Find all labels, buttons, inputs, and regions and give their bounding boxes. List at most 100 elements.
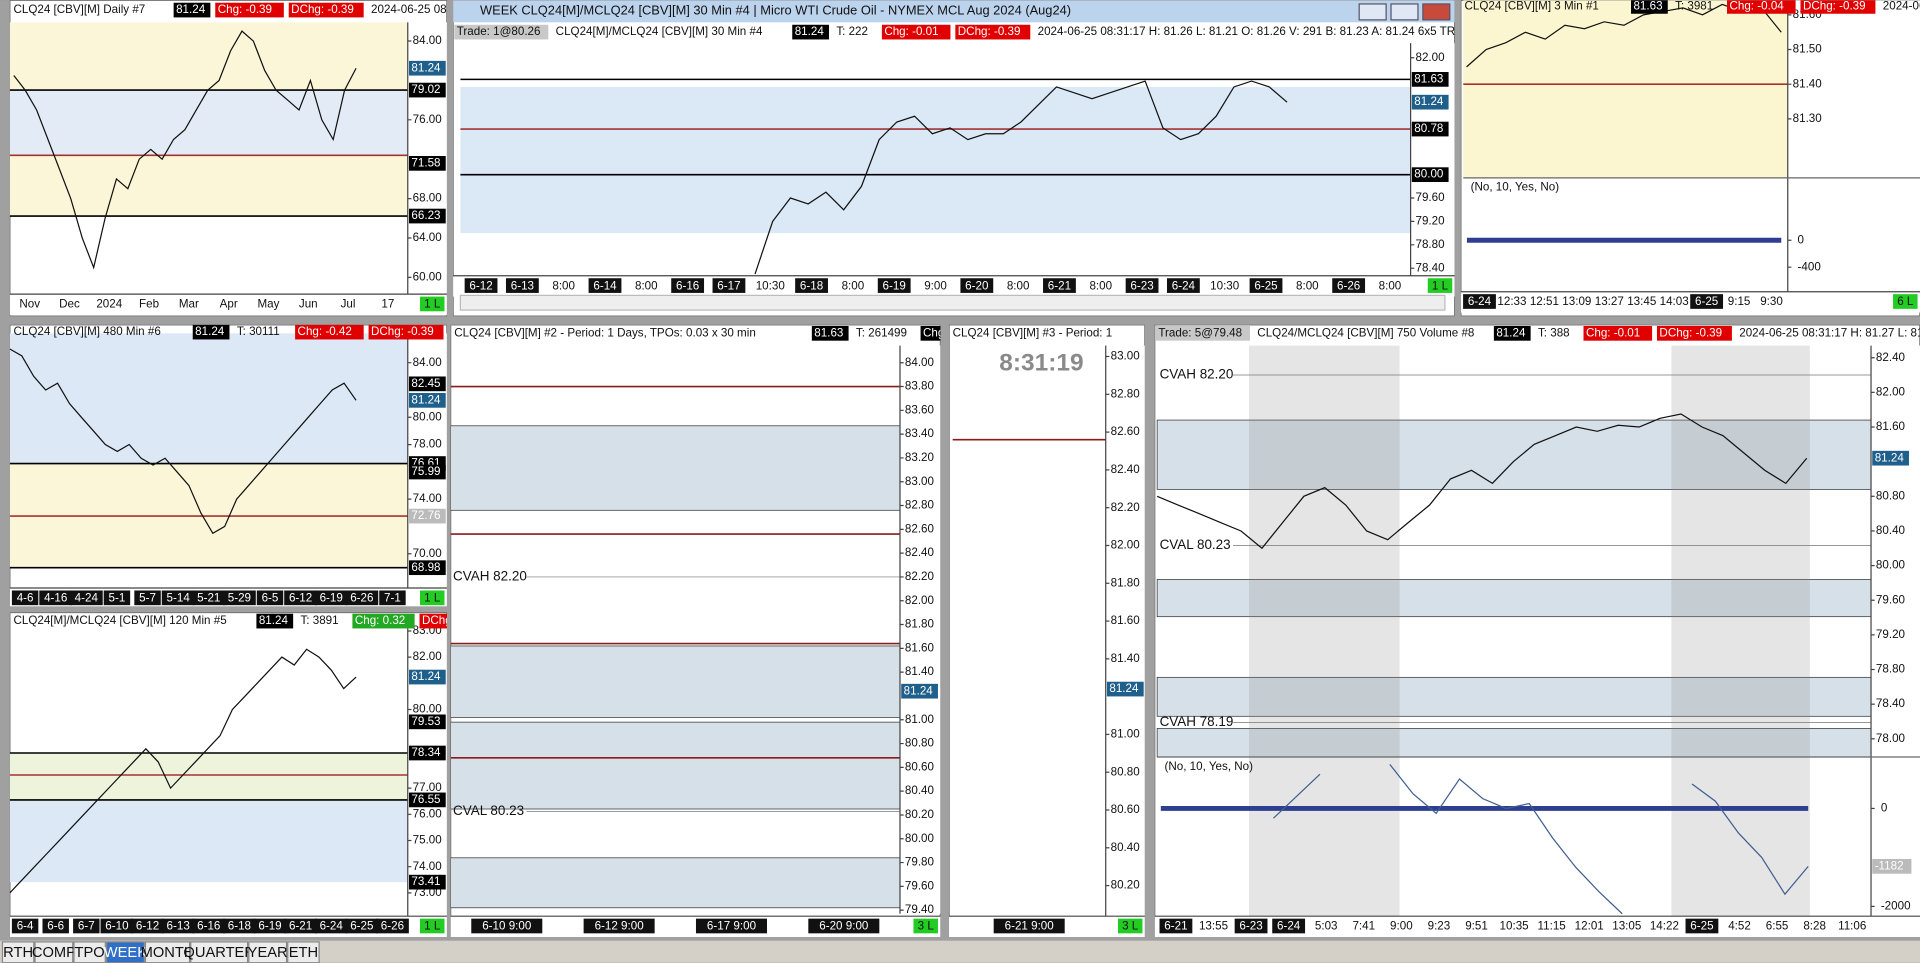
link-badge-label: 1 L bbox=[424, 592, 441, 605]
header-text: 81.24 bbox=[795, 25, 825, 38]
price-tag-label: 82.45 bbox=[411, 377, 440, 390]
price-tag bbox=[1872, 450, 1909, 466]
value-area bbox=[1156, 579, 1872, 618]
x-tick-label: 6-16 bbox=[676, 279, 699, 292]
x-tick-label: 9:30 bbox=[1760, 295, 1783, 308]
x-tick-label: 6-26 bbox=[381, 920, 404, 933]
x-tick-label: 6-24 bbox=[320, 920, 344, 933]
link-badge bbox=[1893, 294, 1918, 309]
tab-label[interactable]: MONTH bbox=[141, 945, 195, 961]
y-tick-label: 81.80 bbox=[905, 618, 935, 631]
x-date-box bbox=[712, 278, 746, 293]
header-text: DChg: -0.39 bbox=[371, 325, 434, 338]
x-date-box bbox=[314, 590, 348, 606]
y-tick-label: 76.00 bbox=[413, 807, 443, 820]
price-tag bbox=[408, 745, 446, 761]
x-tick-label: 8:00 bbox=[1007, 279, 1030, 292]
x-tick-label: 9:00 bbox=[924, 279, 947, 292]
x-date-box bbox=[69, 590, 103, 606]
y-tick-label: 83.80 bbox=[905, 380, 935, 393]
x-tick-label: 6-12 bbox=[136, 920, 159, 933]
y-tick-label: 82.40 bbox=[1876, 351, 1906, 364]
y-tick-label: -2000 bbox=[1881, 899, 1911, 912]
tab-label[interactable]: WEEK bbox=[104, 945, 147, 961]
y-tick-label: 82.00 bbox=[413, 650, 443, 663]
tab-label[interactable]: YEAR bbox=[248, 945, 288, 961]
x-tick-label: 13:55 bbox=[1199, 920, 1228, 933]
link-badge-label: 3 L bbox=[1122, 920, 1139, 933]
header-chip bbox=[173, 2, 211, 18]
price-tag bbox=[1411, 121, 1449, 137]
y-tick-label: 81.60 bbox=[1111, 614, 1141, 627]
x-tick-label: 9:00 bbox=[1390, 920, 1413, 933]
tab-label[interactable]: ETH bbox=[289, 945, 318, 961]
price-tag bbox=[1411, 72, 1449, 87]
x-date-box bbox=[284, 590, 318, 606]
y-tick-label: 80.00 bbox=[1876, 559, 1906, 572]
y-tick-label: 60.00 bbox=[413, 270, 443, 283]
x-tick-label: 5-14 bbox=[167, 592, 191, 605]
x-date-box bbox=[161, 590, 195, 606]
header-text: 2024-06-25 08:31:17 H: bbox=[371, 3, 494, 16]
header-text: Chg: -0.01 bbox=[884, 25, 938, 38]
y-tick-label: 80.60 bbox=[905, 760, 935, 773]
x-tick-label: 6-20 9:00 bbox=[819, 920, 869, 933]
price-tag-label: 81.24 bbox=[1109, 682, 1139, 695]
tab-label[interactable]: COMP bbox=[32, 945, 76, 961]
value-area bbox=[460, 86, 1411, 234]
y-tick-label: 74.00 bbox=[413, 492, 443, 505]
price-tag-label: 75.99 bbox=[411, 465, 440, 478]
y-tick-label: 0 bbox=[1798, 233, 1805, 246]
x-date-box bbox=[161, 918, 195, 934]
header-text: 2024-06-25 08:31:17 H: 81.26 L: 81.21 O:… bbox=[1038, 25, 1551, 38]
tab-label[interactable]: RTH bbox=[3, 945, 33, 961]
y-tick-label: 81.60 bbox=[1876, 420, 1906, 433]
y-tick-label: 81.00 bbox=[905, 713, 935, 726]
x-tick-label: 6-12 bbox=[469, 279, 492, 292]
x-tick-label: 10:30 bbox=[1210, 279, 1240, 292]
tab-label[interactable]: TPO bbox=[75, 945, 105, 961]
value-area bbox=[1156, 676, 1872, 717]
y-tick-label: 82.60 bbox=[905, 522, 935, 535]
x-tick-label: 6-23 bbox=[1239, 920, 1262, 933]
y-tick-label: 80.40 bbox=[1876, 524, 1906, 537]
header-chip bbox=[256, 613, 294, 629]
tab-label[interactable]: QUARTER bbox=[183, 945, 255, 961]
x-tick-label: 5-7 bbox=[139, 592, 156, 605]
x-tick-label: 11:06 bbox=[1838, 920, 1866, 933]
header-text: CLQ24 [CBV][M] Daily #7 bbox=[13, 3, 145, 16]
x-date-box bbox=[583, 918, 655, 934]
x-date-box bbox=[192, 590, 226, 606]
header-text: DChg: -0.39 bbox=[291, 3, 354, 16]
x-tick-label: 6-20 bbox=[965, 279, 989, 292]
chart-panel: 82.00 79.60 79.20 78.80 78.40 81.63 81.24 80.78… bbox=[453, 0, 1551, 317]
x-tick-label: 13:27 bbox=[1595, 295, 1624, 308]
x-tick-label: 6:55 bbox=[1766, 920, 1789, 933]
y-tick-label: 80.60 bbox=[1111, 803, 1141, 816]
header-chip bbox=[881, 24, 951, 40]
x-date-box bbox=[1159, 918, 1193, 934]
link-badge bbox=[1117, 918, 1143, 934]
price-tag bbox=[408, 560, 446, 576]
price-tag bbox=[408, 376, 446, 392]
price-axis-bg bbox=[1871, 345, 1920, 917]
header-chip bbox=[419, 613, 447, 629]
header-chip bbox=[215, 2, 284, 18]
header-text: DChg: -0.39 bbox=[958, 25, 1021, 38]
x-date-box bbox=[1685, 918, 1719, 934]
price-tag-label: 76.55 bbox=[411, 793, 440, 806]
x-tick-label: 6-14 bbox=[593, 279, 617, 292]
window-title-bar bbox=[453, 0, 1455, 23]
y-tick-label: 81.80 bbox=[1111, 576, 1141, 589]
x-date-box bbox=[376, 918, 409, 934]
x-date-box bbox=[1166, 278, 1200, 293]
x-tick-label: 6-21 bbox=[1164, 920, 1187, 933]
x-tick-label: 6-4 bbox=[17, 920, 34, 933]
x-tick-label: 8:28 bbox=[1803, 920, 1826, 933]
annotation-label: CVAL 80.23 bbox=[1160, 537, 1231, 552]
x-tick-label: 11:15 bbox=[1538, 920, 1566, 933]
x-date-box bbox=[222, 590, 256, 606]
price-tag-label: 78.34 bbox=[411, 746, 441, 759]
y-tick-label: 77.00 bbox=[413, 781, 443, 794]
price-tag bbox=[408, 208, 446, 224]
